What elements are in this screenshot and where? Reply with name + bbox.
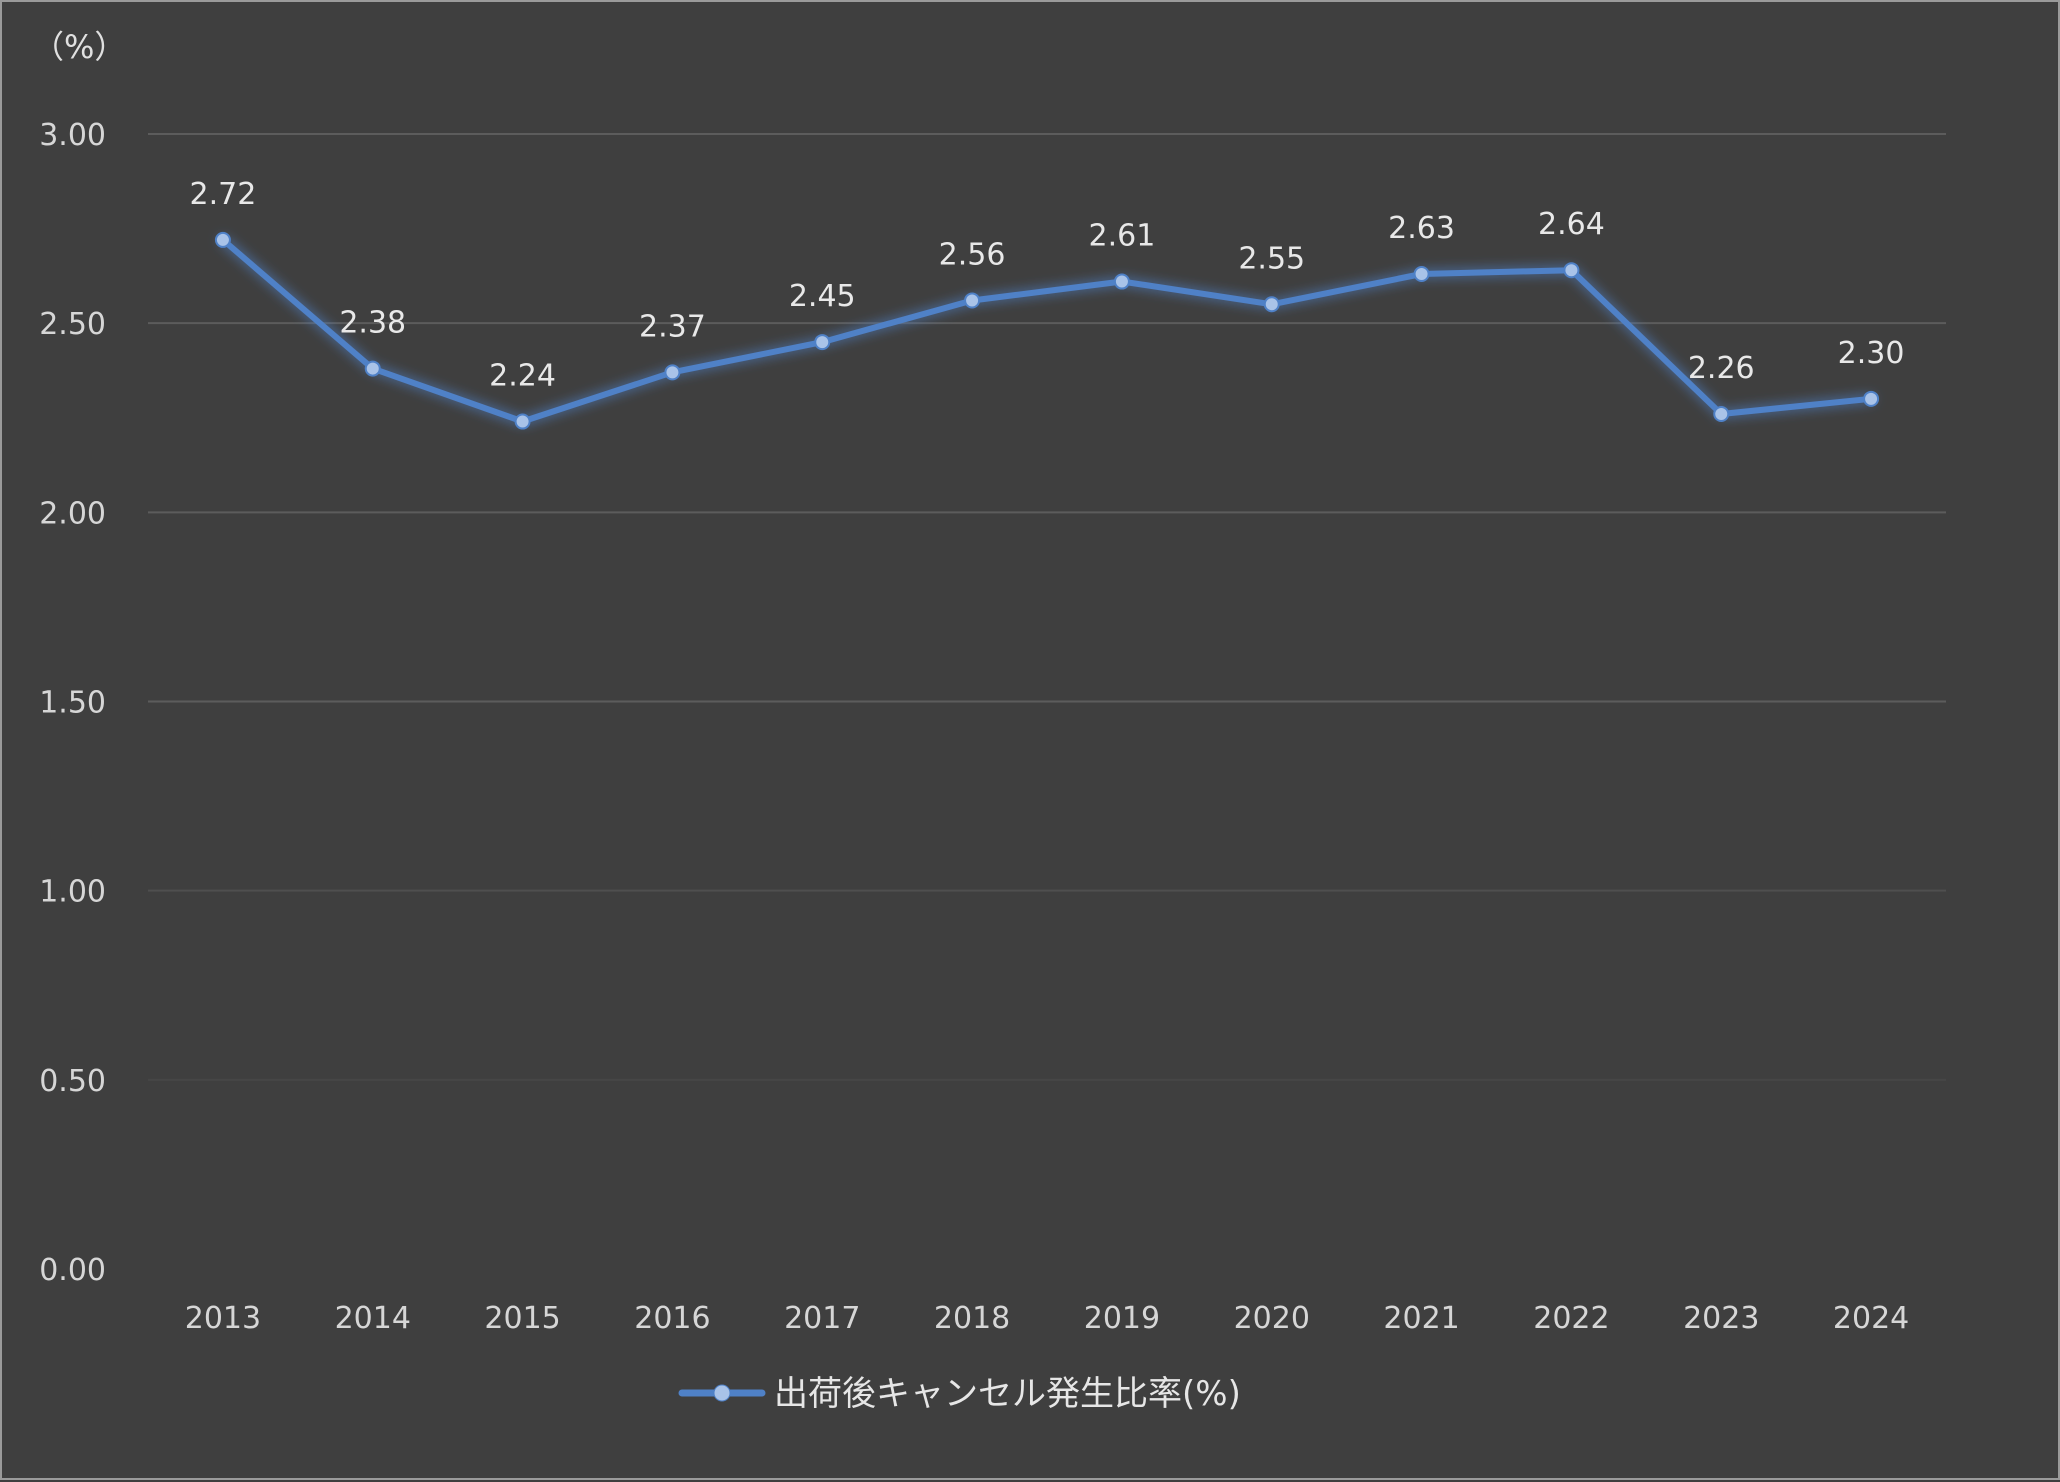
data-label-2013: 2.72 (190, 177, 257, 212)
data-point-2014 (364, 360, 381, 377)
x-tick-label: 2014 (335, 1301, 411, 1336)
series-line-group (214, 231, 1880, 430)
data-point-2024 (1863, 390, 1880, 407)
data-label-2024: 2.30 (1838, 336, 1905, 371)
data-point-2023 (1713, 405, 1730, 422)
y-axis-ticks: 0.00 0.50 1.00 1.50 2.00 2.50 3.00 (39, 118, 106, 1288)
data-point-2013 (214, 231, 231, 248)
data-label-2023: 2.26 (1688, 351, 1755, 386)
series-line (219, 236, 1875, 425)
y-tick-label: 2.50 (39, 307, 106, 342)
y-tick-label: 1.50 (39, 686, 106, 721)
data-point-2019 (1113, 273, 1130, 290)
data-label-2018: 2.56 (939, 237, 1006, 272)
x-tick-label: 2018 (934, 1301, 1010, 1336)
data-point-2020 (1263, 296, 1280, 313)
y-tick-label: 1.00 (39, 875, 106, 910)
data-label-2020: 2.55 (1238, 241, 1305, 276)
x-tick-label: 2019 (1084, 1301, 1160, 1336)
data-point-2017 (814, 334, 831, 351)
data-labels: 2.72 2.38 2.24 2.37 2.45 2.56 2.61 2.55 2.63 2.64… (190, 177, 1905, 394)
y-tick-label: 3.00 (39, 118, 106, 153)
gridlines (147, 133, 1947, 1269)
data-point-2015 (514, 413, 531, 430)
x-tick-label: 2016 (634, 1301, 710, 1336)
y-tick-label: 0.50 (39, 1064, 106, 1099)
legend-marker-swatch (713, 1384, 731, 1402)
x-tick-label: 2021 (1383, 1301, 1459, 1336)
data-point-2016 (664, 364, 681, 381)
data-label-2019: 2.61 (1089, 219, 1156, 254)
x-tick-label: 2017 (784, 1301, 860, 1336)
data-point-2022 (1563, 262, 1580, 279)
y-tick-label: 2.00 (39, 496, 106, 531)
data-label-2017: 2.45 (789, 279, 856, 314)
data-label-2014: 2.38 (339, 306, 406, 341)
data-label-2016: 2.37 (639, 309, 706, 344)
legend: 出荷後キャンセル発生比率(%) (678, 1374, 1241, 1414)
x-axis-ticks: 2013 2014 2015 2016 2017 2018 2019 2020 2021 2022… (185, 1301, 1910, 1336)
x-tick-label: 2024 (1833, 1301, 1909, 1336)
data-point-2018 (964, 292, 981, 309)
x-tick-label: 2015 (484, 1301, 560, 1336)
y-axis-unit-label: （%） (32, 28, 126, 66)
x-tick-label: 2020 (1234, 1301, 1310, 1336)
x-tick-label: 2023 (1683, 1301, 1759, 1336)
x-tick-label: 2022 (1533, 1301, 1609, 1336)
y-tick-label: 0.00 (39, 1253, 106, 1288)
data-label-2015: 2.24 (489, 359, 556, 394)
data-label-2022: 2.64 (1538, 207, 1605, 242)
x-tick-label: 2013 (185, 1301, 261, 1336)
data-label-2021: 2.63 (1388, 211, 1455, 246)
data-point-2021 (1413, 265, 1430, 282)
legend-label: 出荷後キャンセル発生比率(%) (774, 1374, 1241, 1414)
